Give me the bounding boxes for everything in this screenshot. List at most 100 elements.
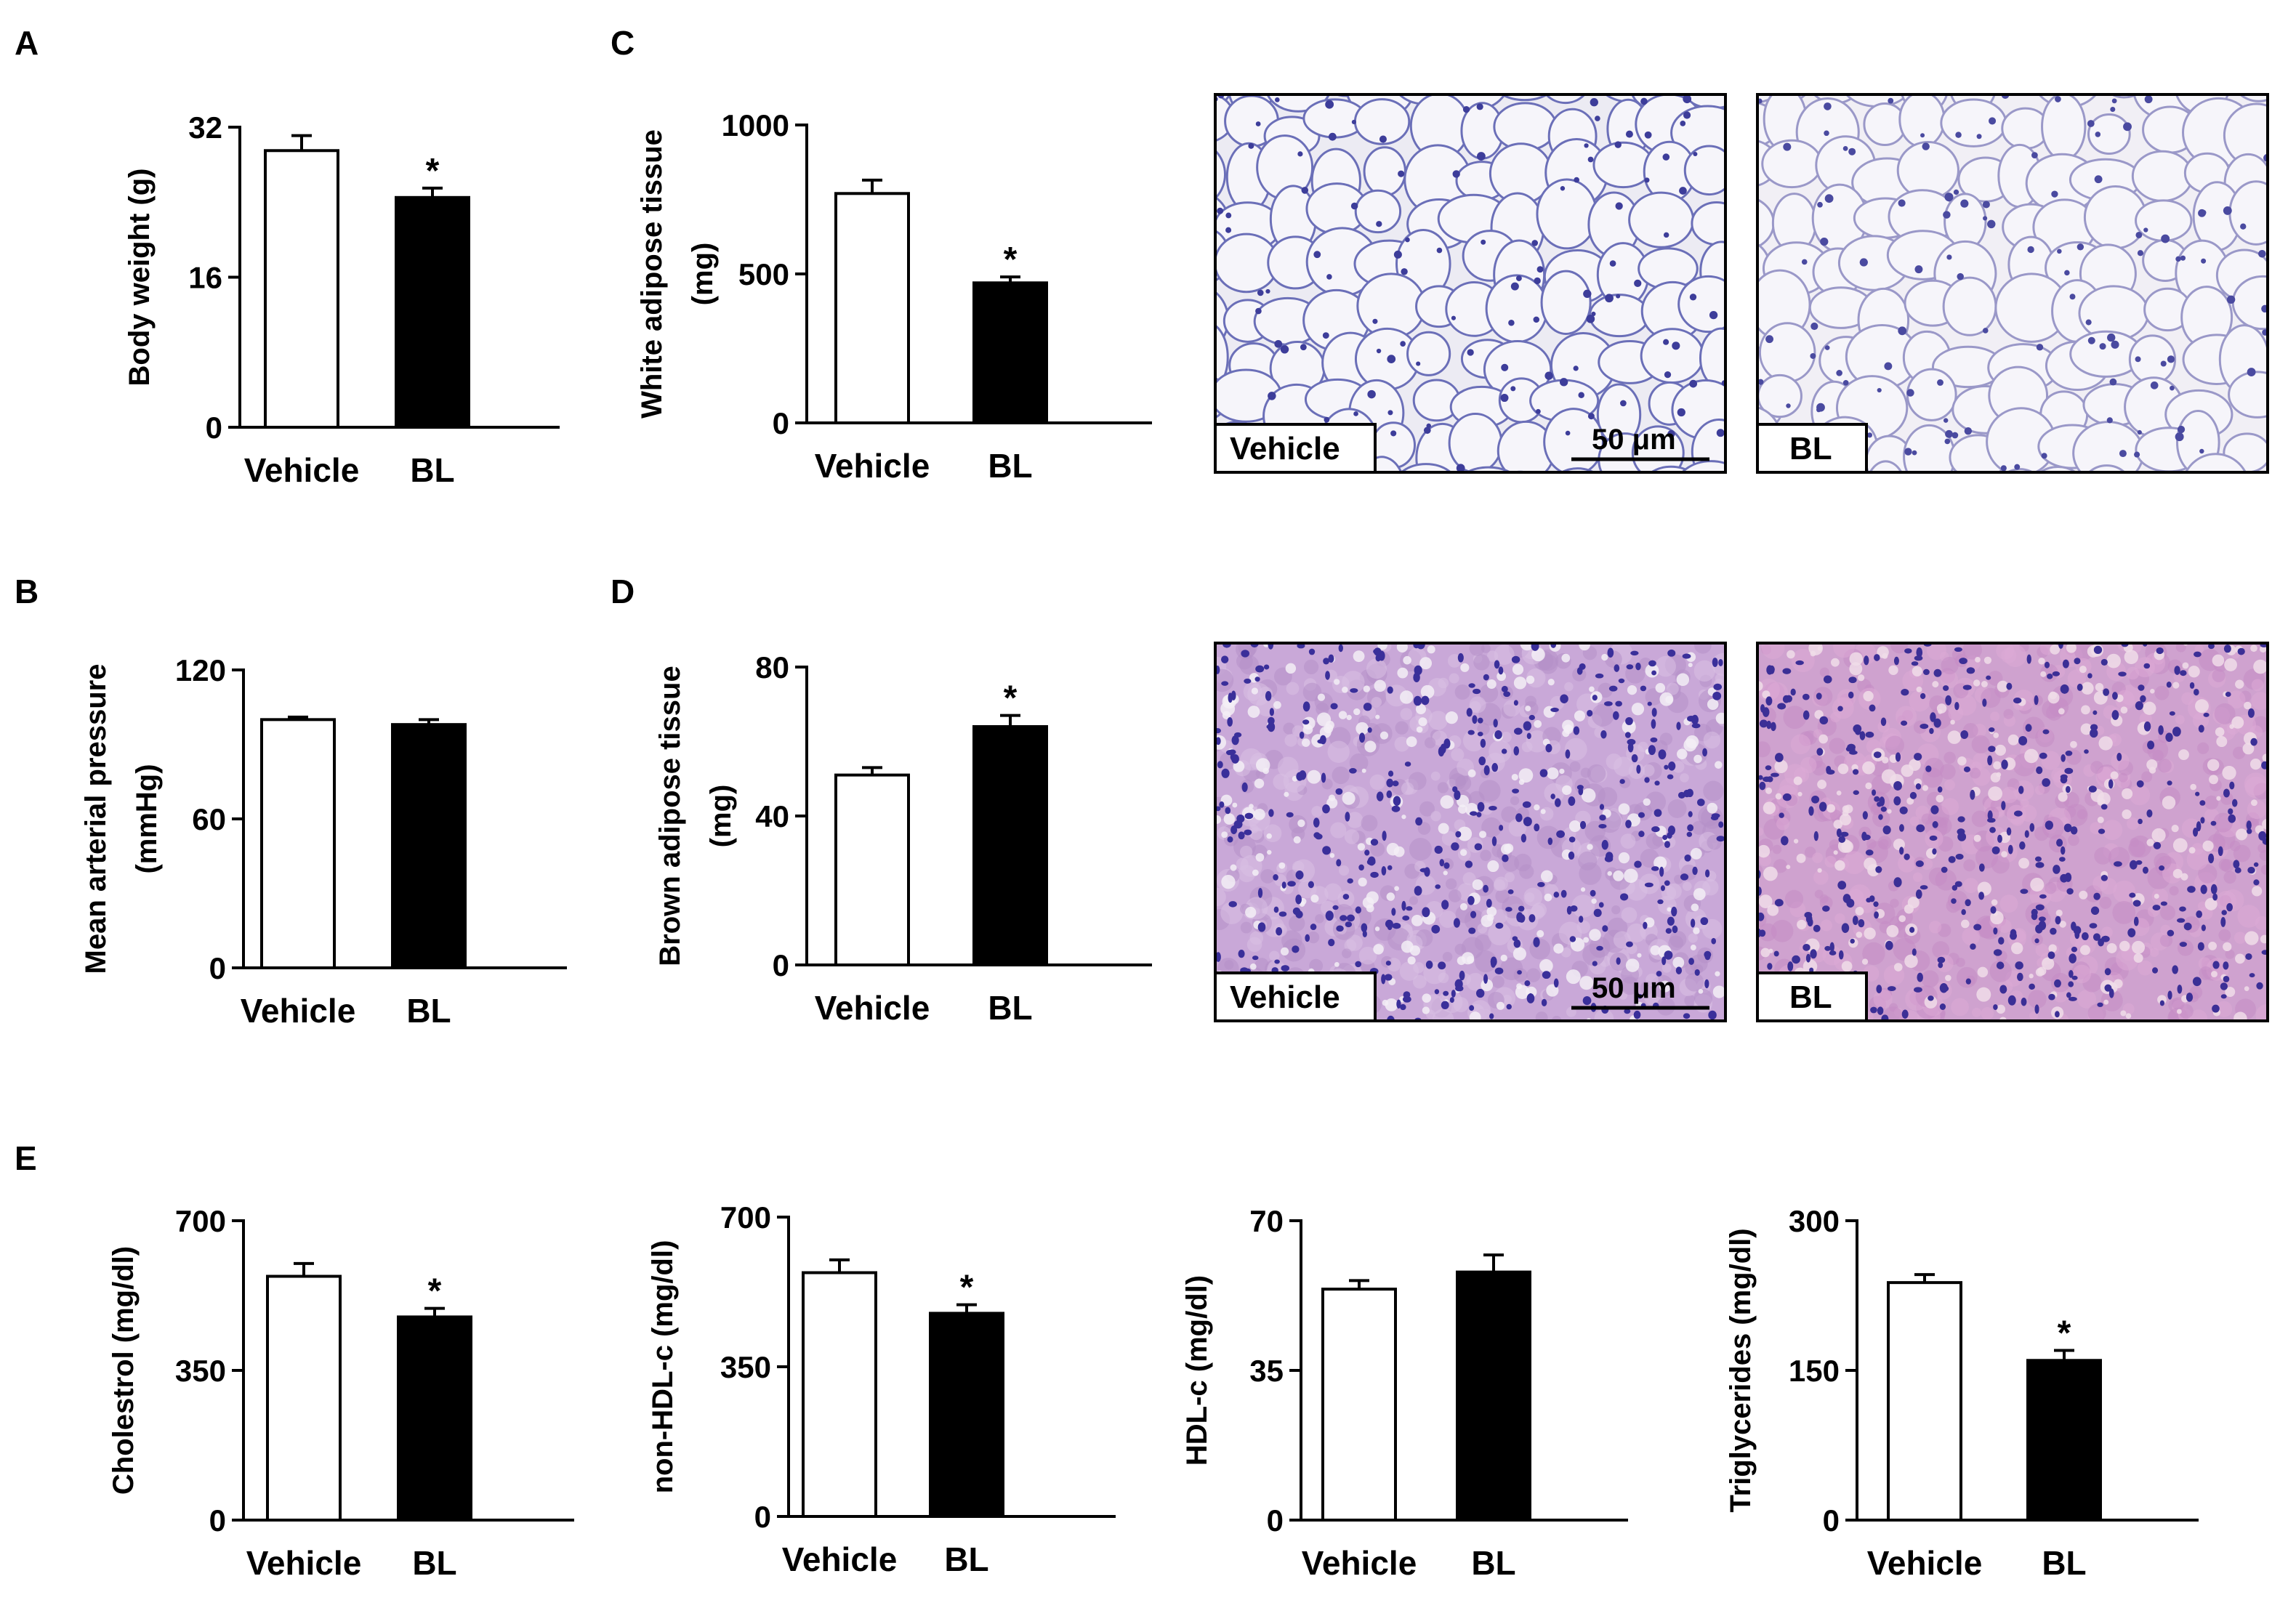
cytoplasm bbox=[1485, 752, 1505, 772]
nucleus bbox=[2199, 448, 2204, 454]
nucleus bbox=[1325, 100, 1334, 109]
cytoplasm bbox=[1948, 706, 1964, 722]
nucleus bbox=[1476, 812, 1482, 817]
lipid-droplet bbox=[1397, 667, 1409, 679]
nucleus bbox=[2127, 928, 2136, 937]
lipid-droplet bbox=[2070, 740, 2077, 748]
nucleus bbox=[1914, 655, 1923, 661]
nucleus bbox=[2220, 917, 2226, 927]
lipid-droplet bbox=[1366, 891, 1379, 904]
y-axis-label: Cholestrol (mg/dl) bbox=[108, 1246, 140, 1495]
nucleus bbox=[1467, 895, 1475, 905]
lipid-droplet bbox=[1579, 643, 1590, 651]
nucleus bbox=[2018, 785, 2024, 794]
lipid-droplet bbox=[2211, 971, 2218, 978]
lipid-droplet bbox=[1861, 958, 1869, 965]
nucleus bbox=[1537, 881, 1545, 887]
lipid-droplet bbox=[1544, 893, 1552, 902]
nucleus bbox=[1813, 831, 1819, 841]
cytoplasm bbox=[1611, 905, 1621, 915]
cytoplasm bbox=[1963, 878, 1978, 894]
nucleus bbox=[1904, 648, 1912, 654]
cytoplasm bbox=[1432, 730, 1448, 746]
nucleus bbox=[2064, 270, 2070, 276]
nucleus bbox=[2047, 951, 2055, 959]
nucleus bbox=[1682, 653, 1691, 659]
adipocyte bbox=[1640, 328, 1705, 384]
significance-marker: * bbox=[960, 1269, 974, 1307]
nucleus bbox=[2167, 355, 2175, 363]
lipid-droplet bbox=[1526, 675, 1535, 684]
lipid-droplet bbox=[1566, 969, 1581, 985]
lipid-droplet bbox=[1525, 706, 1531, 712]
cytoplasm bbox=[1987, 671, 2003, 686]
adipocyte bbox=[1777, 473, 1819, 536]
lipid-droplet bbox=[1302, 738, 1310, 747]
cytoplasm bbox=[1829, 809, 1842, 822]
nucleus bbox=[1493, 719, 1498, 728]
adipocyte bbox=[1536, 178, 1598, 250]
significance-marker: * bbox=[2058, 1314, 2071, 1353]
nucleus bbox=[1516, 912, 1523, 923]
nucleus bbox=[1598, 902, 1604, 908]
nucleus bbox=[2200, 884, 2207, 894]
nucleus bbox=[1393, 796, 1401, 807]
adipocyte bbox=[2038, 465, 2077, 472]
lipid-droplet bbox=[2040, 671, 2047, 677]
cytoplasm bbox=[1594, 1009, 1614, 1021]
nucleus bbox=[1957, 816, 1965, 823]
lipid-droplet bbox=[1249, 963, 1257, 970]
cytoplasm bbox=[1866, 839, 1877, 849]
cytoplasm bbox=[1437, 782, 1449, 793]
nucleus bbox=[2146, 809, 2153, 818]
nucleus bbox=[1978, 892, 1985, 900]
lipid-droplet bbox=[1221, 831, 1228, 839]
nucleus bbox=[1313, 251, 1321, 259]
adipocyte bbox=[1680, 460, 1725, 472]
nucleus bbox=[1500, 394, 1509, 403]
nucleus bbox=[1587, 156, 1594, 163]
lipid-droplet bbox=[1386, 892, 1395, 901]
nucleus bbox=[1824, 945, 1831, 951]
nucleus bbox=[1683, 111, 1691, 119]
nucleus bbox=[1228, 901, 1237, 908]
nucleus bbox=[1848, 676, 1857, 684]
nucleus bbox=[2060, 774, 2068, 780]
cytoplasm bbox=[1989, 960, 2012, 982]
lipid-droplet bbox=[1712, 985, 1725, 998]
nucleus bbox=[1503, 691, 1511, 698]
lipid-droplet bbox=[2208, 941, 2218, 950]
nucleus bbox=[1667, 430, 1675, 438]
nucleus bbox=[1292, 945, 1300, 953]
nucleus bbox=[2130, 860, 2138, 870]
y-tick-label: 60 bbox=[192, 802, 226, 836]
nucleus bbox=[1476, 103, 1483, 110]
nucleus bbox=[1565, 430, 1571, 436]
x-category-label: BL bbox=[412, 1544, 456, 1582]
nucleus bbox=[1517, 970, 1522, 975]
nucleus bbox=[1880, 717, 1887, 727]
nucleus bbox=[2218, 846, 2223, 857]
nucleus bbox=[1349, 767, 1357, 774]
lipid-droplet bbox=[1947, 730, 1962, 744]
cytoplasm bbox=[1620, 833, 1636, 849]
cytoplasm bbox=[1412, 974, 1427, 989]
adipocyte bbox=[1761, 139, 1823, 189]
lipid-droplet bbox=[1546, 984, 1559, 997]
cytoplasm bbox=[1614, 756, 1634, 777]
nucleus bbox=[1963, 766, 1971, 772]
nucleus bbox=[1531, 643, 1539, 651]
nucleus bbox=[1265, 691, 1272, 701]
nucleus bbox=[1439, 859, 1445, 867]
nucleus bbox=[2160, 901, 2167, 906]
nucleus bbox=[1443, 862, 1450, 869]
significance-marker: * bbox=[426, 152, 440, 190]
cytoplasm bbox=[1829, 738, 1845, 754]
nucleus bbox=[2160, 360, 2167, 367]
lipid-droplet bbox=[1691, 903, 1699, 912]
nucleus bbox=[1962, 684, 1972, 690]
cytoplasm bbox=[1898, 854, 1917, 873]
cytoplasm bbox=[2152, 749, 2164, 761]
adipocyte bbox=[1399, 463, 1453, 472]
lipid-droplet bbox=[1973, 679, 1981, 687]
